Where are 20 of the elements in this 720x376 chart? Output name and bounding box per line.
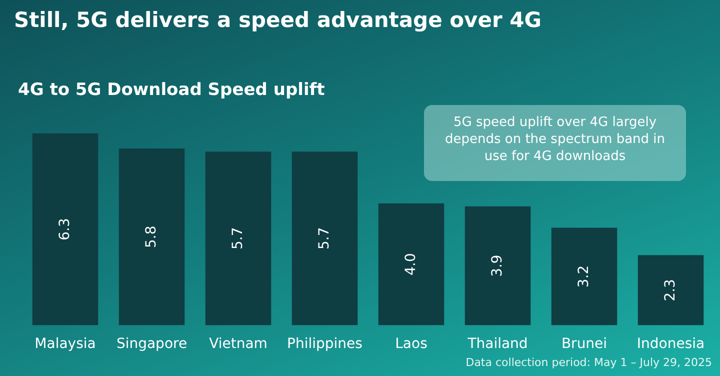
data-label: 3.9	[489, 254, 506, 277]
x-tick-label: Malaysia	[34, 336, 96, 352]
data-label: 3.2	[576, 265, 592, 288]
data-label: 5.8	[143, 226, 160, 248]
x-tick-label: Vietnam	[209, 336, 268, 352]
x-tick-label: Philippines	[287, 336, 362, 352]
x-tick-label: Singapore	[116, 336, 188, 352]
data-label: 4.0	[402, 253, 419, 276]
chart-title: Still, 5G delivers a speed advantage over 4G	[14, 8, 542, 32]
x-tick-label: Laos	[395, 336, 428, 352]
data-label: 6.3	[56, 218, 73, 240]
x-tick-label: Thailand	[466, 336, 528, 352]
data-label: 5.7	[316, 227, 332, 250]
callout-box: 5G speed uplift over 4G largely depends on the spectrum band in use for 4G downloads	[424, 105, 686, 181]
x-tick-label: Brunei	[561, 336, 608, 352]
x-tick-label: Indonesia	[636, 336, 705, 352]
data-label: 5.7	[230, 227, 246, 250]
data-label: 2.3	[662, 279, 678, 302]
text: Data collection period: May 1 – July 29, 2025	[466, 356, 712, 369]
chart-subtitle: 4G to 5G Download Speed uplift	[18, 80, 325, 100]
